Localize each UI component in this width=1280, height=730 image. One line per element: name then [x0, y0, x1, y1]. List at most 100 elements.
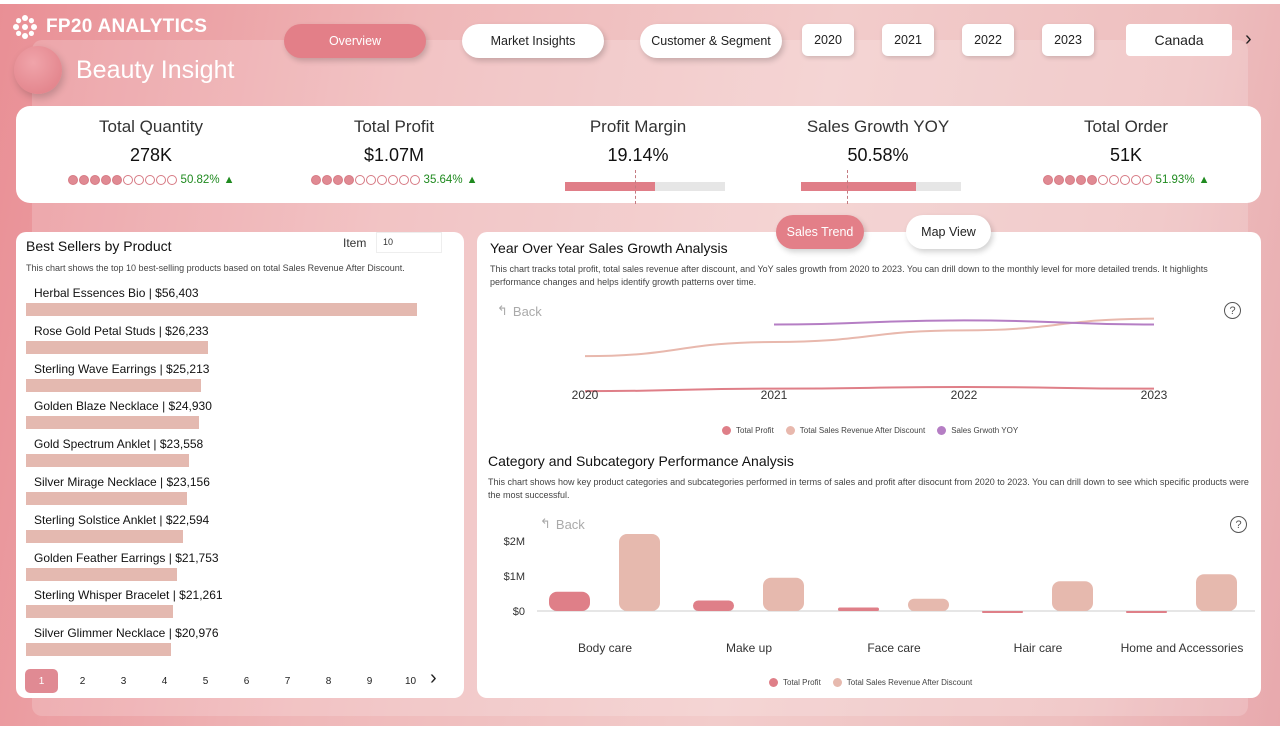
best-seller-label: Sterling Wave Earrings | $25,213: [34, 361, 210, 376]
series-line-0[interactable]: [584, 385, 1155, 393]
category-back-button[interactable]: ↰ Back: [540, 516, 585, 532]
kpi-value: 278K: [129, 145, 173, 165]
rating-dot: [310, 175, 321, 185]
rating-dot: [409, 175, 420, 185]
legend-item[interactable]: Total Profit: [769, 678, 821, 687]
back-label: Back: [512, 303, 542, 319]
page-1-button[interactable]: 1: [25, 669, 58, 693]
legend-label: Total Profit: [783, 678, 821, 687]
target-line: [635, 170, 636, 204]
country-selector[interactable]: Canada: [1126, 24, 1232, 56]
back-arrow-icon: ↰: [497, 303, 508, 318]
rating-dot: [89, 175, 100, 185]
rating-dot: [100, 175, 111, 185]
category-title: Category and Subcategory Performance Ana…: [488, 453, 794, 469]
rating-dot: [1075, 175, 1086, 185]
bar-0[interactable]: [838, 607, 879, 612]
category-desc: This chart shows how key product categor…: [488, 477, 1249, 500]
legend-item[interactable]: Sales Grwoth YOY: [937, 426, 1018, 435]
y-tick-label: $0: [513, 606, 525, 618]
page-4-button[interactable]: 4: [161, 675, 168, 687]
best-seller-item[interactable]: Gold Spectrum Anklet | $23,558: [26, 437, 203, 468]
category-legend: Total Profit Total Sales Revenue After Di…: [769, 678, 972, 687]
rating-dot: [1064, 175, 1075, 185]
bar-1[interactable]: [908, 598, 949, 611]
bar-1[interactable]: [763, 577, 804, 611]
page-3-button[interactable]: 3: [120, 675, 127, 687]
bar-0[interactable]: [693, 600, 734, 612]
sales-growth-bar: [801, 182, 961, 191]
year-2020-button[interactable]: 2020: [802, 24, 854, 56]
best-seller-item[interactable]: Golden Feather Earrings | $21,753: [26, 551, 219, 581]
legend-item[interactable]: Total Profit: [722, 426, 774, 435]
kpi-label: Sales Growth YOY: [806, 117, 950, 136]
best-seller-label: Golden Feather Earrings | $21,753: [34, 550, 219, 565]
rating-dot: [332, 175, 343, 185]
bar-0[interactable]: [549, 591, 590, 611]
page-2-button[interactable]: 2: [79, 675, 86, 687]
best-seller-item[interactable]: Sterling Solstice Anklet | $22,594: [26, 513, 209, 543]
best-seller-item[interactable]: Silver Glimmer Necklace | $20,976: [26, 626, 219, 657]
brand-name: FP20 ANALYTICS: [46, 16, 208, 37]
category-tick-label: Home and Accessories: [1121, 641, 1244, 655]
best-seller-bar: [26, 340, 208, 354]
chevron-right-icon[interactable]: ›: [1245, 28, 1252, 50]
category-tick-label: Hair care: [1014, 641, 1063, 655]
page-9-button[interactable]: 9: [366, 675, 373, 687]
yoy-title: Year Over Year Sales Growth Analysis: [490, 240, 728, 256]
legend-dot: [769, 678, 778, 687]
kpi-value: 51K: [1109, 145, 1143, 165]
help-icon[interactable]: ?: [1224, 302, 1241, 319]
yoy-line-chart: 2020 2021 2022 2023: [572, 317, 1168, 402]
up-arrow-icon: ▲: [466, 174, 478, 186]
page-title: Beauty Insight: [76, 56, 235, 84]
bar-1[interactable]: [1052, 581, 1093, 611]
bar-0[interactable]: [982, 611, 1023, 613]
map-view-toggle[interactable]: Map View: [906, 215, 991, 249]
best-seller-bar: [26, 416, 199, 430]
best-seller-bar: [26, 643, 172, 657]
best-seller-bar: [26, 454, 190, 468]
sales-trend-toggle[interactable]: Sales Trend: [776, 215, 864, 249]
yoy-back-button[interactable]: ↰ Back: [497, 303, 542, 319]
x-tick-label: 2023: [1141, 388, 1168, 402]
category-tick-label: Make up: [726, 641, 772, 655]
page-10-button[interactable]: 10: [404, 675, 417, 687]
year-2022-button[interactable]: 2022: [962, 24, 1014, 56]
chevron-right-icon[interactable]: ›: [430, 667, 437, 689]
bar-1[interactable]: [619, 534, 660, 611]
best-seller-item[interactable]: Sterling Whisper Bracelet | $21,261: [26, 588, 223, 619]
kpi-value: 50.58%: [847, 145, 909, 165]
profit-margin-bar: [565, 182, 725, 191]
best-seller-item[interactable]: Herbal Essences Bio | $56,403: [26, 286, 417, 316]
page-5-button[interactable]: 5: [202, 675, 209, 687]
kpi-card: Total Quantity 278K 50.82% ▲ Total Profi…: [16, 106, 1261, 204]
best-seller-item[interactable]: Sterling Wave Earrings | $25,213: [26, 362, 209, 392]
bar-0[interactable]: [1126, 611, 1167, 613]
rating-dot: [1119, 175, 1130, 185]
rating-dot: [1097, 175, 1108, 185]
best-seller-item[interactable]: Rose Gold Petal Studs | $26,233: [26, 324, 209, 354]
legend-item[interactable]: Total Sales Revenue After Discount: [832, 678, 972, 687]
rating-dot: [144, 175, 155, 185]
best-seller-item[interactable]: Silver Mirage Necklace | $23,156: [26, 475, 210, 505]
kpi-total-quantity: Total Quantity 278K 50.82% ▲: [31, 106, 271, 203]
series-line-2[interactable]: [773, 319, 1155, 326]
best-seller-item[interactable]: Golden Blaze Necklace | $24,930: [26, 399, 212, 430]
page-7-button[interactable]: 7: [284, 675, 291, 687]
nav-customer-segment-button[interactable]: Customer & Segment: [640, 24, 782, 58]
year-2023-button[interactable]: 2023: [1042, 24, 1094, 56]
item-count-input[interactable]: 10: [376, 232, 442, 253]
page-6-button[interactable]: 6: [243, 675, 250, 687]
kpi-profit-margin: Profit Margin 19.14%: [518, 106, 758, 203]
help-icon[interactable]: ?: [1230, 516, 1247, 533]
page-8-button[interactable]: 8: [325, 675, 332, 687]
bar-1[interactable]: [1196, 574, 1237, 611]
best-seller-bar: [26, 303, 417, 316]
year-2021-button[interactable]: 2021: [882, 24, 934, 56]
best-seller-label: Silver Mirage Necklace | $23,156: [34, 475, 210, 489]
nav-market-insights-button[interactable]: Market Insights: [462, 24, 604, 58]
series-line-1[interactable]: [584, 317, 1155, 358]
legend-item[interactable]: Total Sales Revenue After Discount: [785, 426, 925, 435]
nav-overview-button[interactable]: Overview: [284, 24, 426, 58]
